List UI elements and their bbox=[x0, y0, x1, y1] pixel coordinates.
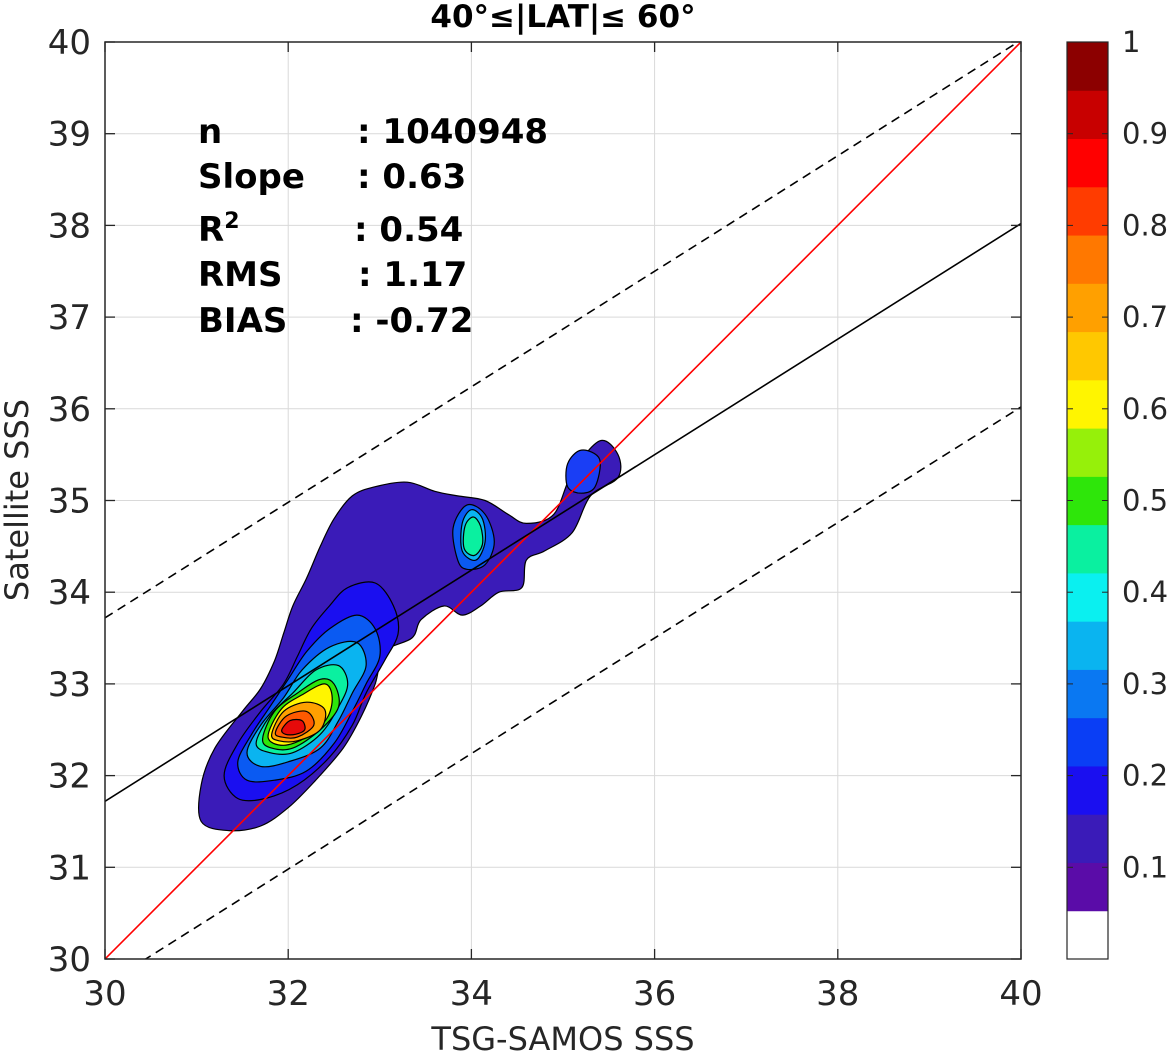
y-tick-label: 31 bbox=[48, 848, 91, 888]
y-tick-label: 32 bbox=[48, 757, 91, 797]
colorbar-block bbox=[1067, 910, 1108, 960]
x-tick-label: 32 bbox=[267, 974, 310, 1014]
colorbar-label: 0.2 bbox=[1122, 759, 1168, 793]
colorbar-label: 1 bbox=[1122, 25, 1140, 59]
colorbar-label: 0.1 bbox=[1122, 850, 1168, 884]
colorbar-label: 0.8 bbox=[1122, 208, 1168, 242]
contour-fills bbox=[197, 439, 622, 832]
y-tick-label: 39 bbox=[48, 115, 91, 155]
stat-slope-label: Slope bbox=[198, 157, 305, 197]
colorbar-label: 0.3 bbox=[1122, 667, 1168, 701]
upper-bound-line bbox=[105, 42, 1020, 619]
axis-ticks bbox=[104, 41, 1022, 960]
colorbar-label: 0.5 bbox=[1122, 484, 1168, 518]
contour-region bbox=[565, 449, 601, 494]
fit-lines bbox=[105, 42, 1021, 959]
y-tick-label: 34 bbox=[48, 573, 91, 613]
x-tick-labels: 30 32 34 36 38 40 bbox=[83, 974, 1042, 1014]
colorbar-block bbox=[1067, 42, 1108, 91]
colorbar-block bbox=[1067, 428, 1108, 477]
x-tick-label: 38 bbox=[816, 974, 859, 1014]
stat-rms-label: RMS bbox=[198, 255, 283, 295]
y-tick-labels: 30 31 32 33 34 35 36 37 38 39 40 bbox=[48, 23, 91, 980]
y-axis-title: Satellite SSS bbox=[0, 399, 36, 601]
one-to-one-line bbox=[105, 42, 1021, 959]
contour-region bbox=[281, 718, 306, 736]
colorbar-block bbox=[1067, 90, 1108, 140]
stat-n-label: n bbox=[198, 112, 222, 152]
colorbar-block bbox=[1067, 235, 1108, 284]
colorbar-block bbox=[1067, 476, 1108, 526]
stat-r2-value: : 0.54 bbox=[354, 210, 463, 250]
colorbar-block bbox=[1067, 765, 1108, 815]
colorbar-block bbox=[1067, 186, 1108, 236]
stat-n-value: : 1040948 bbox=[357, 112, 548, 152]
colorbar-block bbox=[1067, 331, 1108, 381]
stat-rms-value: : 1.17 bbox=[358, 255, 467, 295]
y-tick-label: 30 bbox=[48, 940, 91, 980]
colorbar-block bbox=[1067, 717, 1108, 767]
y-tick-label: 38 bbox=[48, 206, 91, 246]
colorbar-blocks bbox=[1067, 42, 1108, 960]
colorbar-label: 0.9 bbox=[1122, 117, 1168, 151]
colorbar-block bbox=[1067, 669, 1108, 719]
y-tick-label: 40 bbox=[48, 23, 91, 63]
lower-bound-line bbox=[144, 406, 1021, 959]
x-tick-label: 36 bbox=[633, 974, 676, 1014]
colorbar-labels: 0.1 0.2 0.3 0.4 0.5 0.6 0.7 0.8 0.9 1 bbox=[1122, 25, 1168, 884]
colorbar-block bbox=[1067, 283, 1108, 333]
colorbar-ticks bbox=[1067, 41, 1108, 868]
x-tick-label: 30 bbox=[83, 974, 126, 1014]
stat-slope-value: : 0.63 bbox=[357, 157, 466, 197]
colorbar-block bbox=[1067, 524, 1108, 574]
x-tick-label: 34 bbox=[450, 974, 493, 1014]
y-tick-label: 35 bbox=[48, 482, 91, 522]
y-tick-label: 36 bbox=[48, 390, 91, 430]
x-tick-label: 40 bbox=[999, 974, 1042, 1014]
colorbar-label: 0.6 bbox=[1122, 392, 1168, 426]
colorbar-block bbox=[1067, 138, 1108, 188]
colorbar-block bbox=[1067, 814, 1108, 863]
colorbar: 0.1 0.2 0.3 0.4 0.5 0.6 0.7 0.8 0.9 1 bbox=[1066, 25, 1168, 960]
stats-box: n : 1040948 Slope : 0.63 R2 : 0.54 RMS :… bbox=[198, 112, 548, 341]
colorbar-block bbox=[1067, 572, 1108, 622]
colorbar-block bbox=[1067, 862, 1108, 912]
y-tick-label: 37 bbox=[48, 298, 91, 338]
regression-line bbox=[105, 222, 1021, 802]
colorbar-label: 0.4 bbox=[1122, 575, 1168, 609]
x-axis-title: TSG-SAMOS SSS bbox=[430, 1020, 694, 1055]
stat-r2-superscript: 2 bbox=[224, 209, 239, 234]
stat-r2-label: R2 bbox=[198, 209, 240, 250]
plot-title: 40°≤|LAT|≤ 60° bbox=[430, 0, 695, 35]
stat-bias-label: BIAS bbox=[198, 301, 287, 341]
stat-r2-base: R bbox=[198, 210, 224, 250]
contour-region bbox=[462, 516, 484, 557]
y-tick-label: 33 bbox=[48, 665, 91, 705]
colorbar-block bbox=[1067, 379, 1108, 429]
stat-bias-value: : -0.72 bbox=[350, 301, 473, 341]
colorbar-label: 0.7 bbox=[1122, 300, 1168, 334]
colorbar-block bbox=[1067, 621, 1108, 670]
